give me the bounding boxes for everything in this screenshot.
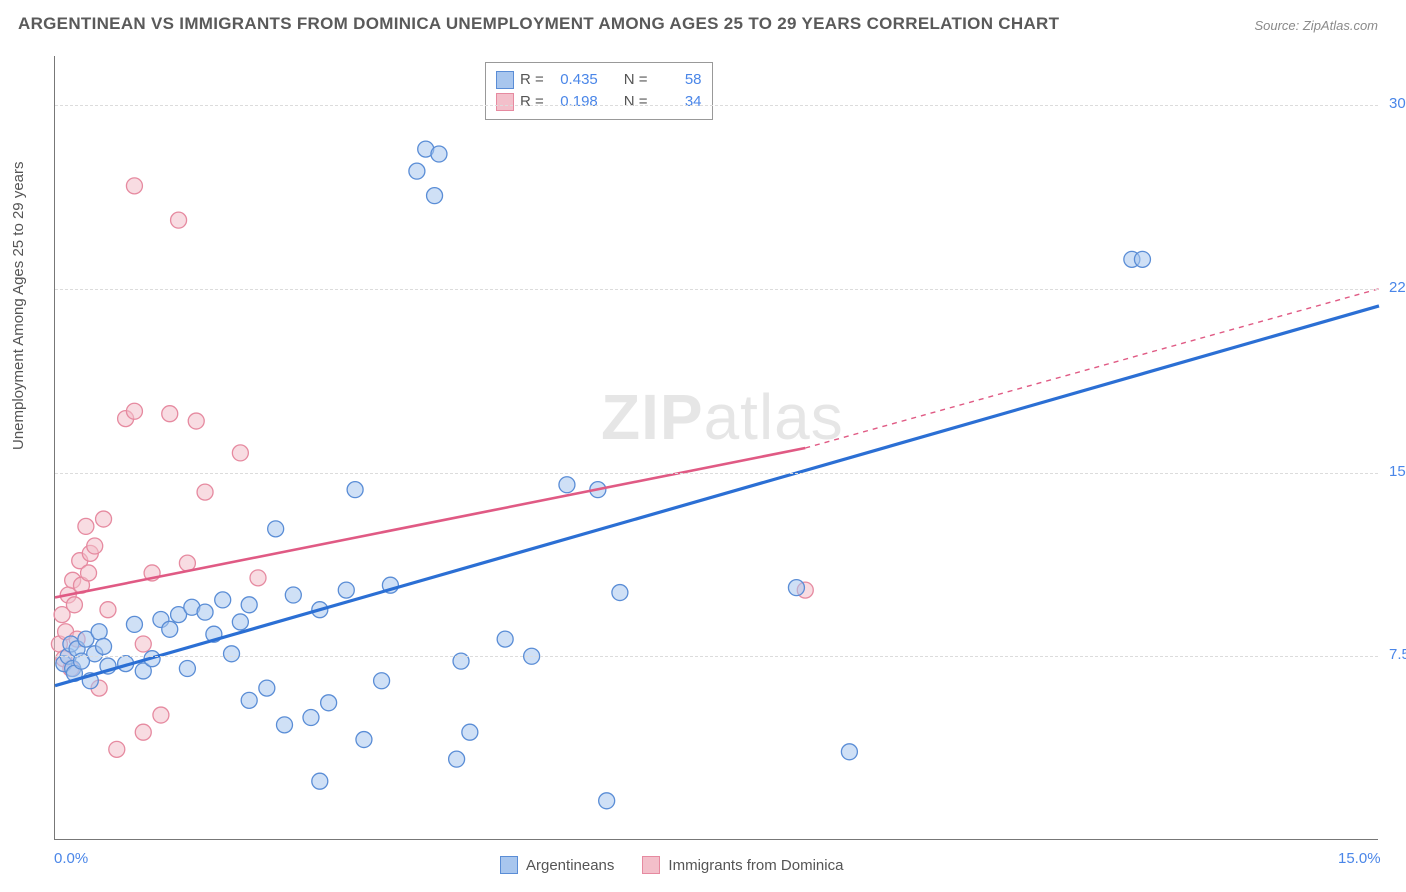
dominica-point bbox=[78, 518, 94, 534]
y-axis-label: Unemployment Among Ages 25 to 29 years bbox=[10, 161, 27, 450]
argentineans-point bbox=[96, 638, 112, 654]
argentineans-point bbox=[841, 744, 857, 760]
stat-legend-row: R = 0.198 N = 34 bbox=[496, 91, 702, 113]
argentineans-point bbox=[449, 751, 465, 767]
argentineans-point bbox=[497, 631, 513, 647]
stat-n-label: N = bbox=[624, 69, 648, 91]
y-tick-label: 15.0% bbox=[1389, 463, 1406, 480]
dominica-point bbox=[126, 178, 142, 194]
argentineans-trend-line bbox=[55, 306, 1379, 686]
dominica-trend-dash bbox=[805, 289, 1379, 448]
argentineans-point bbox=[427, 188, 443, 204]
argentineans-point bbox=[1134, 251, 1150, 267]
y-tick-label: 30.0% bbox=[1389, 95, 1406, 112]
stat-r-label: R = bbox=[520, 91, 544, 113]
dominica-point bbox=[100, 602, 116, 618]
argentineans-point bbox=[179, 661, 195, 677]
dominica-point bbox=[126, 403, 142, 419]
argentineans-point bbox=[338, 582, 354, 598]
argentineans-point bbox=[241, 597, 257, 613]
chart-svg bbox=[55, 56, 1378, 839]
dominica-point bbox=[162, 406, 178, 422]
stat-legend: R = 0.435 N = 58 R = 0.198 N = 34 bbox=[485, 62, 713, 120]
argentineans-point bbox=[91, 624, 107, 640]
dominica-point bbox=[109, 741, 125, 757]
argentineans-point bbox=[559, 477, 575, 493]
argentineans-point bbox=[215, 592, 231, 608]
dominica-trend-line bbox=[55, 448, 805, 597]
argentineans-point bbox=[232, 614, 248, 630]
series-legend-label: Argentineans bbox=[526, 857, 614, 874]
dominica-point bbox=[87, 538, 103, 554]
dominica-point bbox=[250, 570, 266, 586]
argentineans-point bbox=[462, 724, 478, 740]
argentineans-point bbox=[126, 616, 142, 632]
argentineans-point bbox=[599, 793, 615, 809]
argentineans-point bbox=[312, 773, 328, 789]
dominica-point bbox=[188, 413, 204, 429]
gridline bbox=[55, 473, 1378, 474]
dominica-point bbox=[232, 445, 248, 461]
dominica-point bbox=[81, 565, 97, 581]
legend-swatch bbox=[642, 856, 660, 874]
argentineans-point bbox=[788, 580, 804, 596]
legend-swatch bbox=[496, 93, 514, 111]
dominica-point bbox=[96, 511, 112, 527]
dominica-point bbox=[153, 707, 169, 723]
series-legend-item: Argentineans bbox=[500, 856, 614, 874]
argentineans-point bbox=[431, 146, 447, 162]
stat-legend-row: R = 0.435 N = 58 bbox=[496, 69, 702, 91]
gridline bbox=[55, 105, 1378, 106]
argentineans-point bbox=[303, 710, 319, 726]
argentineans-point bbox=[162, 621, 178, 637]
dominica-point bbox=[135, 636, 151, 652]
argentineans-point bbox=[356, 732, 372, 748]
argentineans-point bbox=[241, 692, 257, 708]
legend-swatch bbox=[500, 856, 518, 874]
argentineans-point bbox=[374, 673, 390, 689]
legend-swatch bbox=[496, 71, 514, 89]
gridline bbox=[55, 656, 1378, 657]
chart-container: ARGENTINEAN VS IMMIGRANTS FROM DOMINICA … bbox=[0, 0, 1406, 892]
x-tick-label: 0.0% bbox=[54, 850, 88, 867]
x-tick-label: 15.0% bbox=[1338, 850, 1381, 867]
argentineans-point bbox=[276, 717, 292, 733]
y-tick-label: 22.5% bbox=[1389, 279, 1406, 296]
series-legend-label: Immigrants from Dominica bbox=[668, 857, 843, 874]
dominica-point bbox=[135, 724, 151, 740]
plot-area: ZIPatlas R =0.435N =58R =0.198N =34 7.5%… bbox=[54, 56, 1378, 840]
stat-r-label: R = bbox=[520, 69, 544, 91]
argentineans-point bbox=[268, 521, 284, 537]
dominica-point bbox=[197, 484, 213, 500]
gridline bbox=[55, 289, 1378, 290]
dominica-point bbox=[66, 597, 82, 613]
argentineans-point bbox=[285, 587, 301, 603]
argentineans-point bbox=[321, 695, 337, 711]
argentineans-point bbox=[409, 163, 425, 179]
argentineans-point bbox=[347, 482, 363, 498]
argentineans-point bbox=[259, 680, 275, 696]
dominica-point bbox=[171, 212, 187, 228]
stat-r-value: 0.435 bbox=[550, 69, 598, 91]
argentineans-point bbox=[197, 604, 213, 620]
series-legend: Argentineans Immigrants from Dominica bbox=[500, 856, 843, 874]
stat-n-value: 34 bbox=[654, 91, 702, 113]
y-tick-label: 7.5% bbox=[1389, 646, 1406, 663]
chart-title: ARGENTINEAN VS IMMIGRANTS FROM DOMINICA … bbox=[18, 14, 1059, 34]
chart-source: Source: ZipAtlas.com bbox=[1254, 18, 1378, 33]
series-legend-item: Immigrants from Dominica bbox=[642, 856, 843, 874]
stat-n-label: N = bbox=[624, 91, 648, 113]
stat-r-value: 0.198 bbox=[550, 91, 598, 113]
argentineans-point bbox=[224, 646, 240, 662]
argentineans-point bbox=[612, 585, 628, 601]
stat-n-value: 58 bbox=[654, 69, 702, 91]
